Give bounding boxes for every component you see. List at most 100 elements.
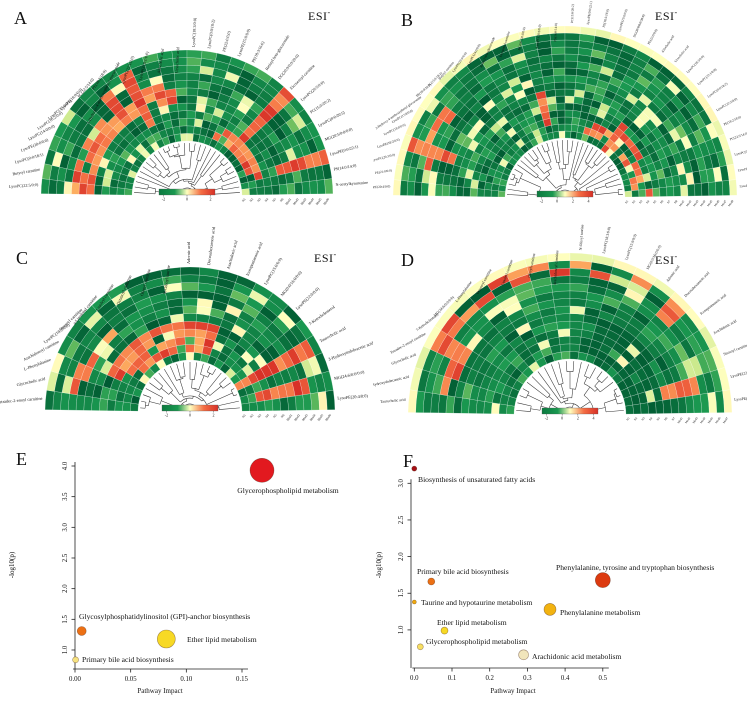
y-tick-label: 3.0 xyxy=(62,522,69,531)
sample-label: N2 xyxy=(633,416,639,422)
heatmap-cell xyxy=(728,179,738,196)
sample-label: N6 xyxy=(663,416,669,422)
heatmap-cell xyxy=(647,401,657,414)
metabolite-label: LysoPE(0:0/22:1) xyxy=(329,144,359,157)
heatmap-cell xyxy=(694,183,703,197)
heatmap-cell xyxy=(186,118,196,127)
heatmap-cell xyxy=(666,186,675,197)
sample-label: Mod4 xyxy=(699,199,707,207)
metabolite-label: LysoPC(22:1/0:0) xyxy=(697,67,718,85)
heatmap-cell xyxy=(256,186,265,196)
metabolite-label: MG(24:6/0:0/0:0) xyxy=(334,369,366,381)
heatmap-cell xyxy=(564,88,576,97)
sample-label: Mod2 xyxy=(684,416,692,424)
pathway-bubble xyxy=(595,572,611,588)
x-tick-label: 0.1 xyxy=(448,675,457,682)
panel-a-heatmap: A ESI- LysoPC(22:5/0:0) Butyryl carnitine… xyxy=(0,0,373,212)
heatmap-cell xyxy=(560,351,571,360)
heatmap-cell xyxy=(255,178,265,188)
heatmap-cell xyxy=(637,181,646,191)
heatmap-cell xyxy=(63,181,73,195)
x-tick-label: 0.4 xyxy=(561,675,570,682)
pathway-label: Biosynthesis of unsaturated fatty acids xyxy=(418,475,535,484)
sample-label: N6 xyxy=(280,413,286,419)
metabolite-label: LysoPE(18:2/0:0) xyxy=(377,137,400,148)
heatmap-cell xyxy=(264,185,273,195)
heatmap-cell xyxy=(469,187,478,197)
heatmap-cell xyxy=(483,189,492,197)
heatmap-cell xyxy=(559,343,571,353)
sample-label: Mod1 xyxy=(286,413,294,422)
heatmap-cell xyxy=(317,391,328,411)
heatmap-cell xyxy=(701,182,710,197)
sample-label: N1 xyxy=(624,199,630,205)
colorbar: -2 0 2 4 xyxy=(536,190,594,203)
sample-label: Mod7 xyxy=(722,416,730,424)
heatmap-cell xyxy=(552,131,560,140)
heatmap-cell xyxy=(182,297,198,307)
panel-c-letter: C xyxy=(16,248,29,268)
heatmap-cell xyxy=(483,401,493,414)
heatmap-cell xyxy=(549,267,571,278)
panel-f-bubble-plot: F 0.0 0.1 0.2 0.3 0.4 0.5 1.0 1.5 2.0 2.5 3.0 Pathw… xyxy=(373,425,747,709)
heatmap-cell xyxy=(294,394,305,411)
heatmap-cell xyxy=(86,183,95,195)
heatmap-cell xyxy=(569,267,591,278)
heatmap-cell xyxy=(692,394,702,414)
heatmap-cell xyxy=(114,400,124,412)
heatmap-cell xyxy=(631,189,640,198)
metabolite-label: Arachidonoyl carnitine xyxy=(22,339,60,362)
heatmap-cell xyxy=(325,390,336,410)
pathway-label: Taurine and hypotaurine metabolism xyxy=(421,598,533,607)
pathway-bubble xyxy=(157,629,176,649)
heatmap-cell xyxy=(708,181,717,196)
heatmap-cell xyxy=(170,118,180,128)
heatmap-cell xyxy=(548,110,558,119)
heatmap-cell xyxy=(659,186,668,197)
y-axis-label: -log10(p) xyxy=(8,551,16,578)
heatmap-cell xyxy=(722,389,733,413)
metabolite-label: Ursocholic acid xyxy=(674,44,690,63)
metabolite-label: LysoPC(20:5/0:0) xyxy=(535,24,542,48)
heatmap-cell xyxy=(553,298,571,308)
heatmap-cell xyxy=(434,183,443,197)
dendrogram xyxy=(516,361,624,413)
metabolite-label: LysoPE(20:4/0:0) xyxy=(373,184,390,189)
heatmap-cell xyxy=(279,397,289,411)
heatmap-cell xyxy=(186,57,202,67)
heatmap-cell xyxy=(194,336,206,347)
esi-text: ESI xyxy=(655,9,675,23)
sample-label: N4 xyxy=(264,413,270,419)
sample-label: N1 xyxy=(241,197,247,203)
sample-label: Mod5 xyxy=(317,413,325,422)
heatmap-cell xyxy=(569,290,588,300)
panel-a-letter: A xyxy=(14,8,27,28)
panel-d-heatmap: D ESI- Taurocholic acid 3-Hydroxydodecano… xyxy=(373,212,747,425)
sample-label: N6 xyxy=(279,197,285,203)
metabolite-label: Arachidonic acid xyxy=(226,239,239,270)
sample-label: Mod6 xyxy=(324,413,332,422)
panel-f-letter: F xyxy=(403,451,414,471)
heatmap-cell xyxy=(186,87,199,97)
heatmap-cell xyxy=(181,290,199,299)
y-tick-label: 4.0 xyxy=(62,461,69,470)
tick-labels: 0.00 0.05 0.10 0.15 1.0 1.5 2.0 2.5 3.0 3.5 4.0 xyxy=(62,461,249,683)
x-tick-label: 0.10 xyxy=(180,676,192,683)
metabolite-label: Icosapentaenoic acid xyxy=(245,241,264,277)
metabolite-label: Butyryl carnitine xyxy=(12,167,40,177)
metabolite-label: LysoPC(15:0/0:0) xyxy=(624,233,637,261)
heatmap-cell xyxy=(632,403,642,415)
heatmap-cell xyxy=(490,189,499,198)
metabolite-label: DG(20:0/0:0/20:0) xyxy=(632,14,646,38)
heatmap-cell xyxy=(264,399,274,411)
heatmap-cell xyxy=(316,179,326,195)
heatmap-cell xyxy=(186,72,200,82)
heatmap-cell xyxy=(186,80,200,89)
heatmap-cell xyxy=(687,183,696,197)
heatmap-cell xyxy=(286,182,296,195)
metabolite-label: Allocholic acid xyxy=(661,34,676,53)
heatmap-cell xyxy=(550,117,559,126)
pathway-labels: Biosynthesis of unsaturated fatty acids P… xyxy=(417,475,714,661)
heatmap-cell xyxy=(491,402,500,415)
heatmap-cell xyxy=(176,95,188,104)
